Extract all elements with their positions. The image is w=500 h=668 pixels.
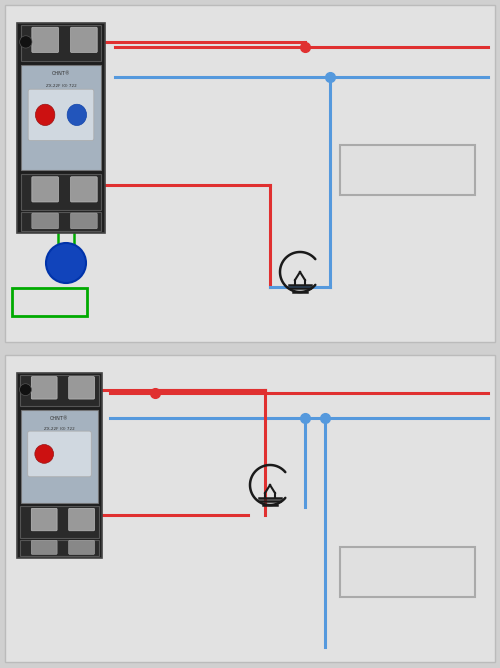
- Bar: [20, 540, 98, 556]
- Text: ZX-22F (0) 722: ZX-22F (0) 722: [44, 427, 75, 431]
- FancyBboxPatch shape: [70, 177, 97, 202]
- Bar: [5, 355, 495, 662]
- Circle shape: [20, 36, 32, 48]
- Ellipse shape: [36, 104, 55, 126]
- FancyBboxPatch shape: [68, 540, 94, 554]
- Bar: [12, 288, 87, 316]
- Bar: [20, 212, 102, 231]
- Text: ZX-22F (0) 722: ZX-22F (0) 722: [46, 84, 76, 88]
- Text: 电源: 电源: [40, 295, 58, 309]
- Circle shape: [20, 383, 32, 395]
- FancyBboxPatch shape: [32, 508, 57, 531]
- FancyBboxPatch shape: [32, 27, 58, 53]
- Ellipse shape: [67, 104, 86, 126]
- FancyBboxPatch shape: [68, 508, 94, 531]
- FancyBboxPatch shape: [32, 377, 57, 399]
- FancyBboxPatch shape: [70, 27, 97, 53]
- Bar: [17, 23, 105, 233]
- Text: CHNT®: CHNT®: [50, 415, 69, 421]
- FancyBboxPatch shape: [32, 177, 58, 202]
- Bar: [20, 174, 102, 210]
- FancyBboxPatch shape: [32, 213, 58, 228]
- Circle shape: [46, 243, 86, 283]
- Text: 火线: 火线: [23, 29, 41, 44]
- Bar: [5, 5, 495, 342]
- Bar: [17, 373, 102, 558]
- Text: 控制负载: 控制负载: [388, 161, 428, 179]
- Bar: [21, 410, 98, 502]
- Ellipse shape: [35, 445, 54, 464]
- Text: 线路切换: 线路切换: [388, 563, 428, 581]
- FancyBboxPatch shape: [340, 145, 475, 195]
- FancyBboxPatch shape: [68, 377, 94, 399]
- Text: 零线: 零线: [23, 80, 41, 95]
- Bar: [20, 25, 102, 61]
- Text: 零线: 零线: [23, 421, 41, 436]
- FancyBboxPatch shape: [28, 431, 91, 477]
- FancyBboxPatch shape: [28, 90, 94, 140]
- FancyBboxPatch shape: [70, 213, 97, 228]
- Bar: [20, 506, 98, 538]
- Bar: [22, 65, 101, 170]
- Bar: [20, 375, 98, 406]
- Text: 火线: 火线: [23, 375, 41, 390]
- Text: CHNT®: CHNT®: [52, 71, 70, 76]
- FancyBboxPatch shape: [32, 540, 57, 554]
- FancyBboxPatch shape: [340, 547, 475, 597]
